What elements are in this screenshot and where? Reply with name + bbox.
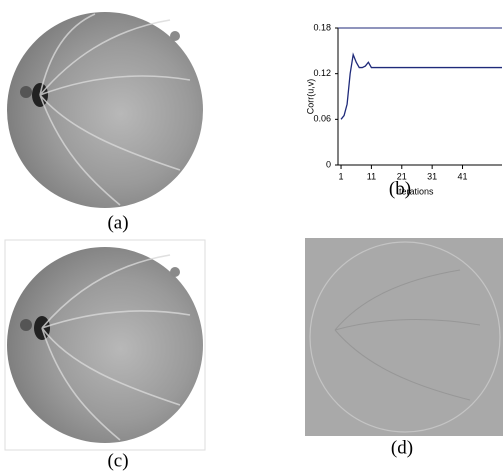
retina-image-c: [5, 240, 205, 450]
panel-label: (d): [391, 437, 413, 458]
y-tick-label: 0: [326, 159, 331, 169]
y-tick-label: 0.18: [313, 22, 331, 32]
data-line: [341, 55, 502, 120]
retina-image-a: [7, 12, 203, 208]
figure: (a) (c) (d) (b) 00.060.120.18111213141It…: [0, 0, 503, 476]
x-tick-label: 11: [367, 171, 376, 181]
y-tick-label: 0.12: [313, 68, 331, 78]
panel-label: (c): [107, 450, 128, 471]
y-axis-label: Corr(u,v): [305, 79, 315, 115]
panel-label: (a): [107, 212, 128, 233]
x-tick-label: 21: [397, 171, 407, 181]
x-tick-label: 1: [339, 171, 344, 181]
x-axis-label: Iterations: [396, 186, 434, 196]
x-tick-label: 31: [427, 171, 437, 181]
difference-image-d: [305, 238, 503, 436]
x-tick-label: 41: [458, 171, 468, 181]
y-tick-label: 0.06: [313, 114, 331, 124]
